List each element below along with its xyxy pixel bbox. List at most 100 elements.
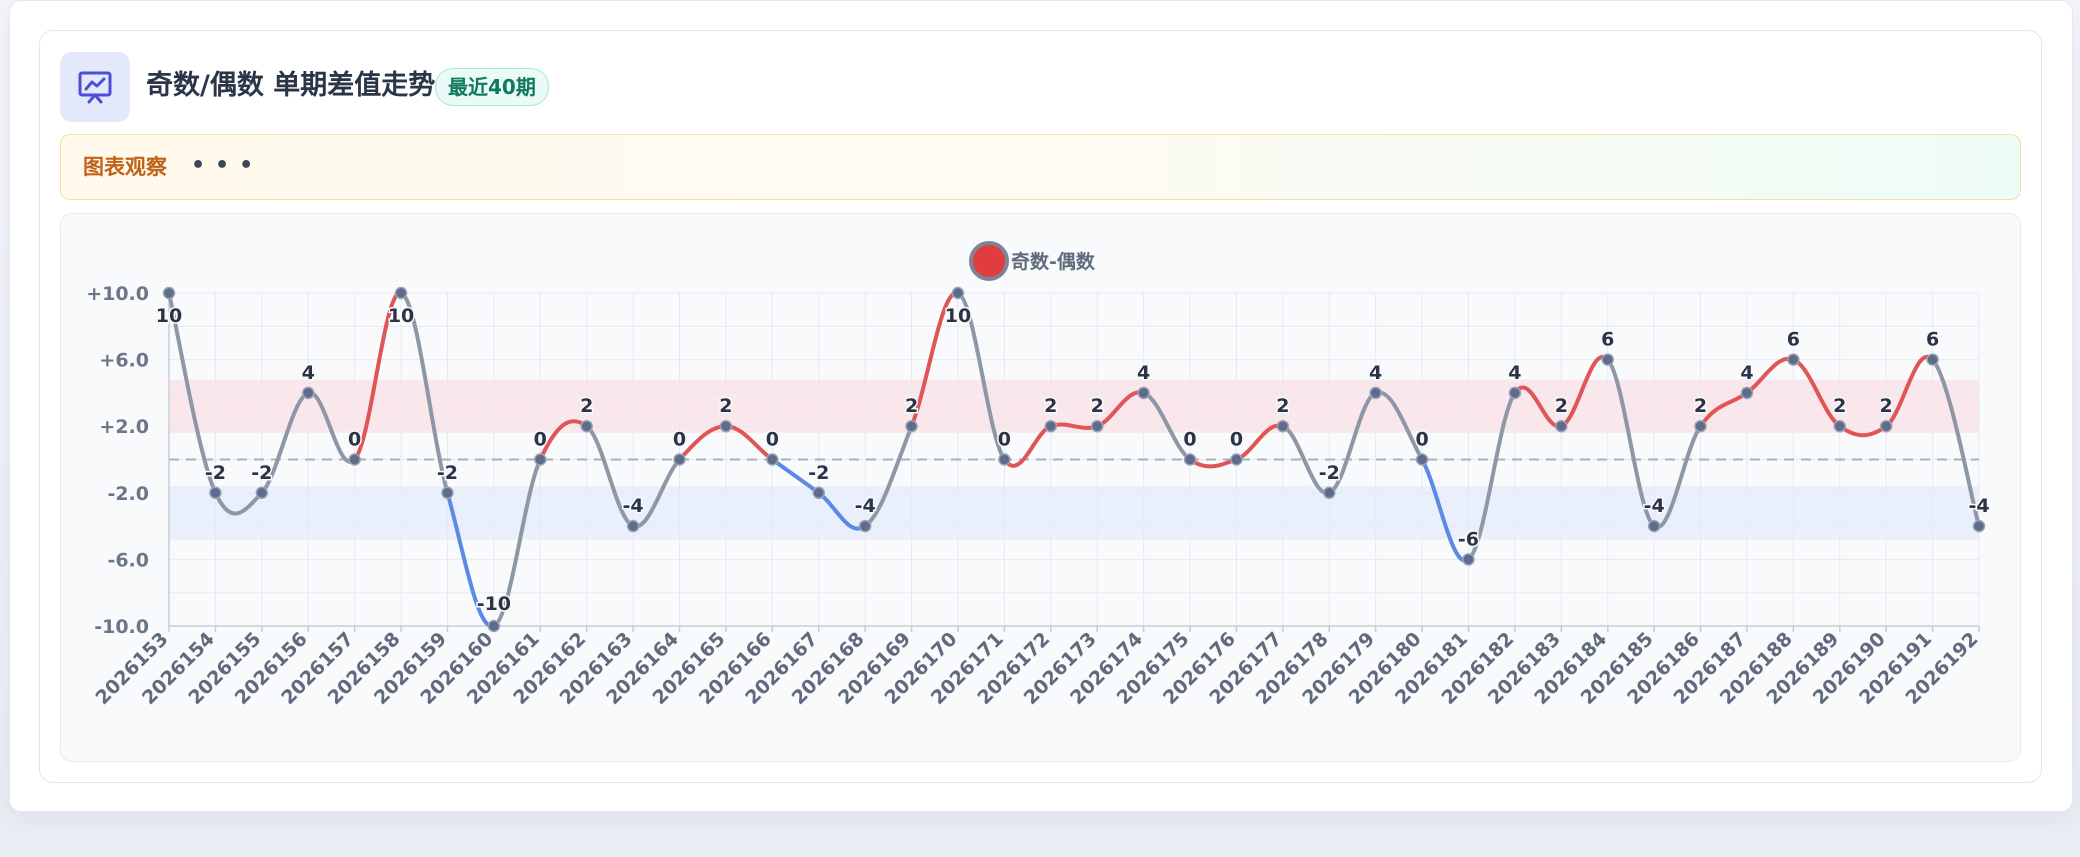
data-label: -4: [1968, 495, 1989, 517]
series-segment: [1930, 357, 1981, 529]
series-segment: [399, 291, 450, 495]
data-point: [1462, 553, 1475, 566]
data-label: 6: [1601, 329, 1614, 351]
data-point: [766, 453, 779, 466]
data-point: [1508, 386, 1522, 400]
data-point: [580, 419, 593, 433]
data-label: 2: [1694, 395, 1707, 417]
data-label: 2: [580, 395, 593, 417]
data-label: 2: [1833, 395, 1846, 417]
y-tick-label: +10.0: [86, 283, 149, 305]
legend-label: 奇数-偶数: [1011, 250, 1096, 273]
observation-panel[interactable]: 图表观察 •••: [60, 134, 2021, 200]
y-tick-label: -2.0: [107, 483, 149, 505]
data-point: [162, 286, 176, 300]
data-point: [1647, 519, 1661, 533]
data-label: 0: [1415, 429, 1428, 451]
y-tick-label: +2.0: [99, 416, 149, 438]
series-segment: [863, 424, 914, 529]
series-segment: [352, 291, 404, 462]
data-label: 0: [348, 429, 361, 451]
data-label: 4: [1508, 362, 1521, 384]
series-segment: [1327, 390, 1378, 495]
data-label: -4: [1644, 495, 1665, 517]
data-point: [441, 486, 454, 500]
data-point: [673, 453, 686, 466]
data-label: 2: [1555, 395, 1568, 417]
more-dots-icon[interactable]: •••: [191, 153, 264, 178]
data-label: -10: [477, 593, 511, 615]
data-label: -6: [1458, 528, 1479, 550]
series-segment: [1466, 390, 1517, 562]
data-label: 2: [1880, 395, 1893, 417]
data-label: 4: [1369, 362, 1382, 384]
data-point: [858, 519, 872, 533]
data-point: [394, 286, 408, 300]
band-positive: [169, 379, 1979, 433]
data-label: 0: [534, 429, 547, 451]
data-point: [1323, 486, 1336, 500]
data-point: [998, 453, 1011, 466]
data-point: [209, 486, 222, 500]
data-point: [1555, 419, 1568, 433]
data-point: [812, 486, 825, 500]
data-point: [1415, 453, 1429, 466]
data-point: [348, 453, 361, 466]
chart-panel: +10.0 +6.0 +2.0 -2.0 -6.0 -10.0 2026153 2026154…: [60, 213, 2021, 762]
series-segment: [955, 291, 1007, 462]
data-label: 4: [1137, 362, 1150, 384]
data-point: [1044, 419, 1058, 433]
difference-trend-chart: +10.0+6.0+2.0-2.0-6.0-10.020261532026154…: [86, 241, 1991, 709]
data-label: -2: [808, 462, 829, 484]
data-label: 2: [1044, 395, 1057, 417]
data-label: 2: [1091, 395, 1104, 417]
data-point: [1833, 419, 1847, 433]
data-point: [626, 519, 640, 533]
data-point: [1230, 453, 1243, 466]
series-segment: [259, 390, 311, 495]
data-label: -4: [623, 495, 644, 517]
data-label: 2: [719, 395, 732, 417]
y-tick-label: -10.0: [94, 616, 149, 638]
data-label: -2: [251, 462, 272, 484]
page-title: 奇数/偶数 单期差值走势: [146, 70, 436, 101]
series-segment: [213, 490, 264, 516]
data-label: 0: [673, 429, 686, 451]
data-point: [905, 419, 918, 433]
data-point: [1601, 353, 1614, 366]
data-point: [719, 419, 733, 433]
data-point: [255, 486, 269, 500]
data-point: [1879, 419, 1893, 433]
data-label: 2: [905, 395, 918, 417]
data-label: 4: [302, 362, 315, 384]
data-label: 0: [1183, 429, 1196, 451]
data-point: [301, 386, 315, 400]
series-segment: [1188, 457, 1239, 469]
observation-label: 图表观察: [83, 155, 167, 179]
data-point: [1740, 386, 1754, 400]
data-point: [1276, 419, 1290, 433]
band-negative: [169, 486, 1979, 540]
data-point: [1183, 453, 1197, 466]
data-label: 0: [1230, 429, 1243, 451]
data-point: [1090, 419, 1104, 433]
data-label: -2: [1319, 462, 1340, 484]
data-point: [1369, 386, 1382, 400]
series-segment: [584, 424, 636, 529]
data-label: 10: [156, 305, 182, 327]
legend-marker: [969, 241, 1009, 281]
data-point: [1787, 353, 1800, 366]
data-label: 6: [1787, 329, 1800, 351]
data-label: 4: [1740, 362, 1753, 384]
period-badge: 最近40期: [435, 68, 549, 106]
data-point: [1137, 386, 1150, 400]
data-label: 10: [388, 305, 414, 327]
legend: 奇数-偶数: [969, 241, 1096, 281]
y-tick-label: -6.0: [107, 549, 149, 571]
data-point: [534, 453, 547, 466]
data-label: -2: [205, 462, 226, 484]
series-segment: [491, 457, 543, 628]
data-label: -2: [437, 462, 458, 484]
y-tick-label: +6.0: [99, 350, 149, 372]
data-point: [487, 619, 501, 633]
